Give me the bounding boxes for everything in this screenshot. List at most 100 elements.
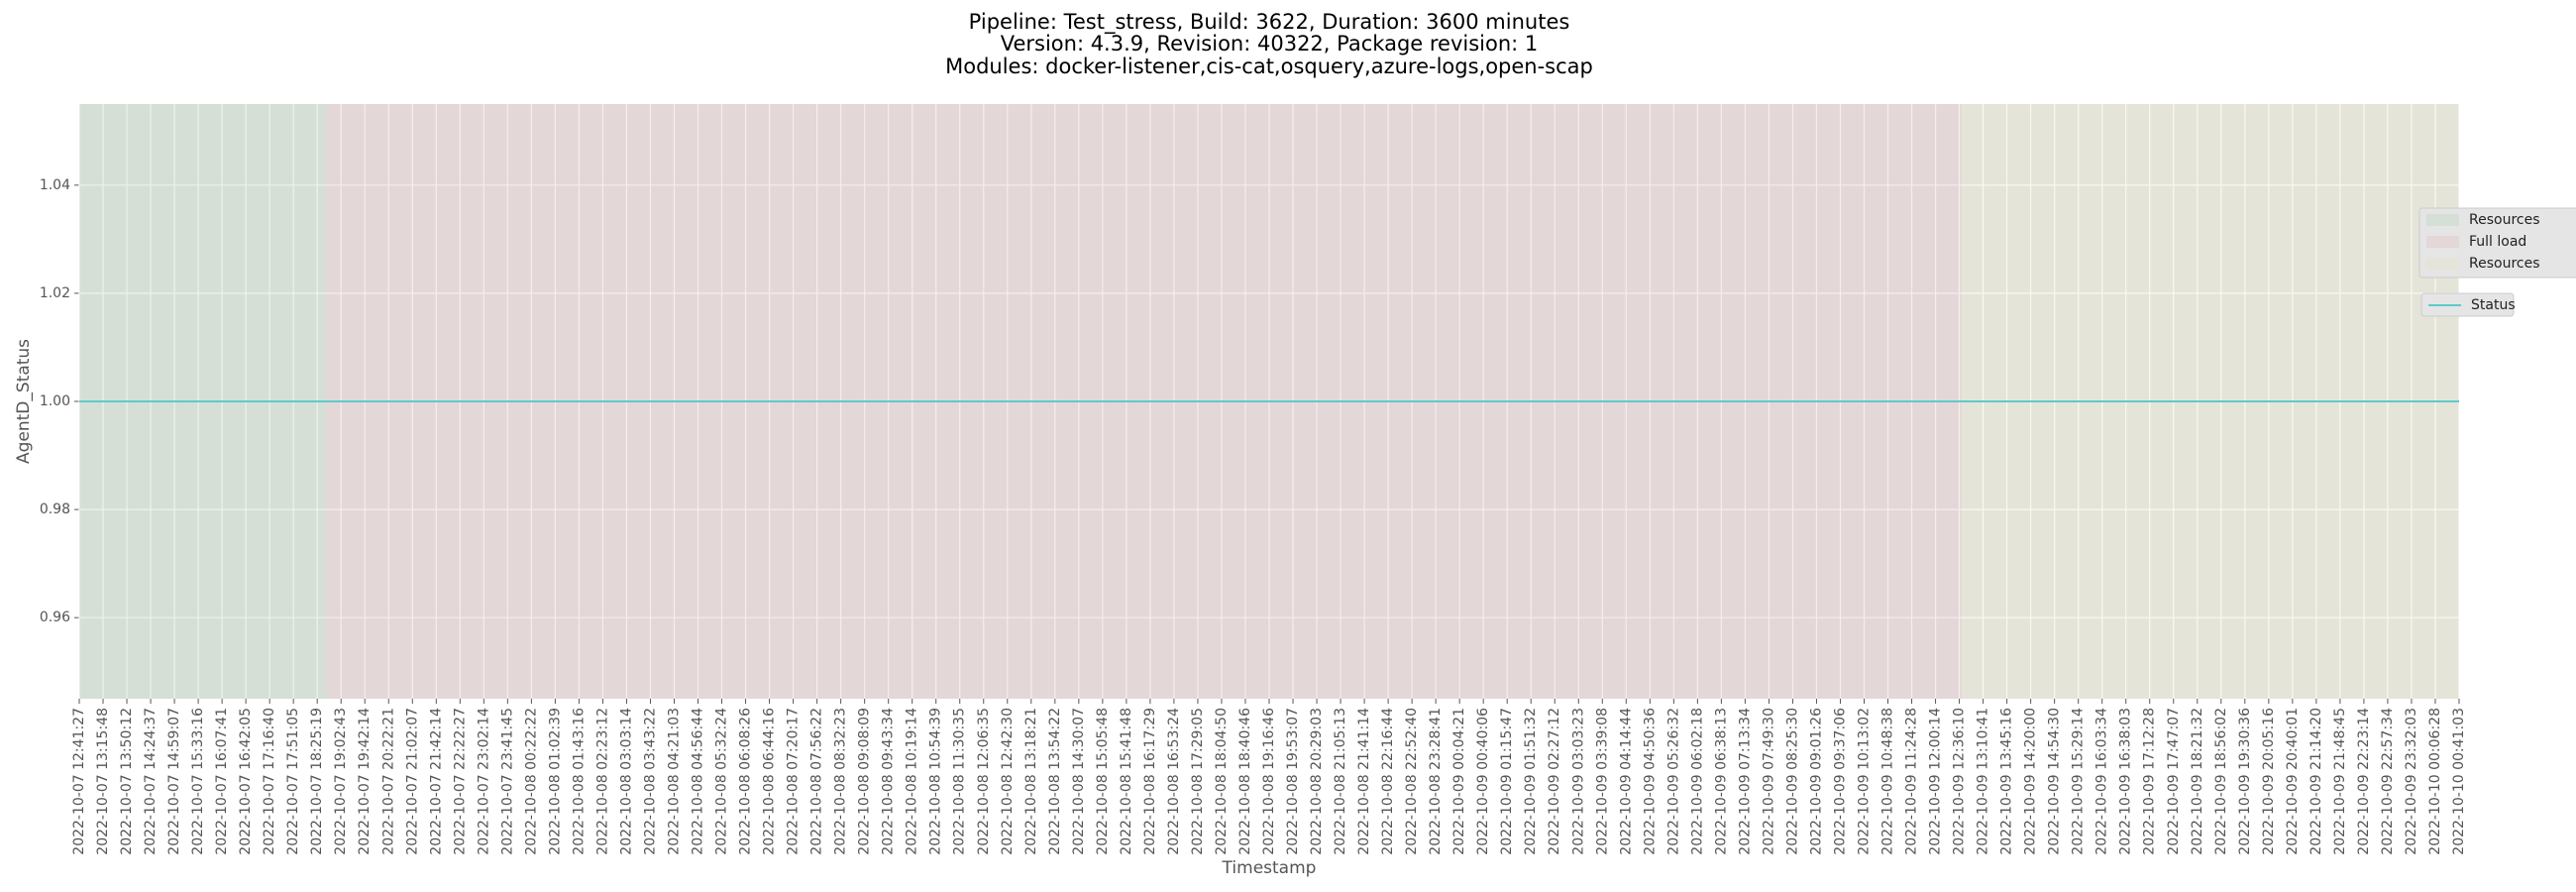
x-tick-label: 2022-10-09 16:03:34 xyxy=(2094,708,2110,855)
x-tick-label: 2022-10-07 19:02:43 xyxy=(333,708,349,855)
x-tick-label: 2022-10-09 03:39:08 xyxy=(1594,708,1610,855)
x-tick-label: 2022-10-09 22:57:34 xyxy=(2380,708,2396,855)
x-tick-label: 2022-10-09 19:30:36 xyxy=(2237,708,2253,855)
x-tick-label: 2022-10-09 01:51:32 xyxy=(1523,708,1539,855)
x-tick-label: 2022-10-07 13:50:12 xyxy=(119,708,135,855)
y-tick-label: 1.04 xyxy=(40,177,70,193)
y-tick-label: 1.02 xyxy=(40,285,70,301)
x-tick-label: 2022-10-08 21:41:14 xyxy=(1356,708,1372,855)
x-tick-label: 2022-10-09 22:23:14 xyxy=(2356,708,2372,855)
x-tick-label: 2022-10-08 18:04:50 xyxy=(1214,708,1230,855)
x-tick-label: 2022-10-09 14:20:00 xyxy=(2023,708,2039,855)
x-tick-label: 2022-10-08 09:08:09 xyxy=(857,708,873,855)
x-tick-label: 2022-10-09 13:10:41 xyxy=(1976,708,1991,855)
x-tick-label: 2022-10-08 23:28:41 xyxy=(1428,708,1444,855)
chart-title: Version: 4.3.9, Revision: 40322, Package… xyxy=(1001,32,1539,56)
x-tick-label: 2022-10-08 19:53:07 xyxy=(1285,708,1301,855)
x-tick-label: 2022-10-10 00:06:28 xyxy=(2427,708,2443,855)
x-tick-label: 2022-10-08 06:08:26 xyxy=(738,708,754,855)
x-tick-label: 2022-10-09 03:03:23 xyxy=(1570,708,1586,855)
x-tick-label: 2022-10-09 02:27:12 xyxy=(1547,708,1562,855)
x-tick-label: 2022-10-08 00:22:22 xyxy=(523,708,539,855)
x-tick-label: 2022-10-09 20:05:16 xyxy=(2261,708,2277,855)
x-tick-label: 2022-10-08 09:43:34 xyxy=(881,708,897,855)
x-tick-label: 2022-10-09 13:45:16 xyxy=(1999,708,2015,855)
x-tick-label: 2022-10-08 03:03:14 xyxy=(618,708,634,855)
x-tick-label: 2022-10-07 16:07:41 xyxy=(214,708,230,855)
x-tick-label: 2022-10-08 12:42:30 xyxy=(1000,708,1016,855)
x-tick-label: 2022-10-08 13:54:22 xyxy=(1047,708,1063,855)
y-tick-label: 0.98 xyxy=(40,502,70,517)
chart-title: Modules: docker-listener,cis-cat,osquery… xyxy=(945,55,1593,78)
x-tick-label: 2022-10-09 18:21:32 xyxy=(2190,708,2205,855)
x-tick-label: 2022-10-08 11:30:35 xyxy=(952,708,968,855)
x-tick-label: 2022-10-10 00:41:03 xyxy=(2451,708,2467,855)
x-tick-label: 2022-10-09 18:56:02 xyxy=(2213,708,2229,855)
x-tick-label: 2022-10-08 02:23:12 xyxy=(594,708,610,855)
x-tick-label: 2022-10-07 14:24:37 xyxy=(143,708,159,855)
x-tick-label: 2022-10-07 13:15:48 xyxy=(95,708,111,855)
x-tick-label: 2022-10-09 00:04:21 xyxy=(1451,708,1467,855)
x-tick-label: 2022-10-08 18:40:46 xyxy=(1237,708,1253,855)
x-tick-label: 2022-10-09 06:02:18 xyxy=(1689,708,1705,855)
x-tick-label: 2022-10-08 10:54:39 xyxy=(928,708,944,855)
x-tick-label: 2022-10-07 15:33:16 xyxy=(190,708,206,855)
x-tick-label: 2022-10-09 12:36:10 xyxy=(1952,708,1968,855)
x-tick-label: 2022-10-08 13:18:21 xyxy=(1023,708,1039,855)
x-tick-label: 2022-10-09 07:13:34 xyxy=(1737,708,1753,855)
x-tick-label: 2022-10-09 10:48:38 xyxy=(1880,708,1896,855)
x-tick-label: 2022-10-09 16:38:03 xyxy=(2118,708,2134,855)
x-tick-label: 2022-10-08 14:30:07 xyxy=(1071,708,1087,855)
x-tick-label: 2022-10-08 20:29:03 xyxy=(1309,708,1325,855)
x-tick-label: 2022-10-09 14:54:30 xyxy=(2047,708,2063,855)
x-tick-label: 2022-10-07 19:42:14 xyxy=(357,708,373,855)
x-tick-label: 2022-10-09 00:40:06 xyxy=(1475,708,1491,855)
legend-swatch xyxy=(2426,258,2459,270)
x-tick-label: 2022-10-09 04:14:44 xyxy=(1618,708,1634,855)
y-axis-label: AgentD_Status xyxy=(14,339,34,464)
x-tick-label: 2022-10-07 22:22:27 xyxy=(452,708,468,855)
x-tick-label: 2022-10-08 06:44:16 xyxy=(762,708,778,855)
x-tick-label: 2022-10-07 14:59:07 xyxy=(166,708,182,855)
x-tick-label: 2022-10-09 15:29:14 xyxy=(2071,708,2087,855)
x-tick-label: 2022-10-07 17:51:05 xyxy=(285,708,301,855)
x-tick-label: 2022-10-09 08:25:30 xyxy=(1784,708,1800,855)
x-tick-label: 2022-10-09 05:26:32 xyxy=(1665,708,1681,855)
x-tick-label: 2022-10-08 15:41:48 xyxy=(1119,708,1134,855)
x-tick-label: 2022-10-08 08:32:23 xyxy=(833,708,849,855)
x-tick-label: 2022-10-09 06:38:13 xyxy=(1713,708,1729,855)
legend-label: Resources xyxy=(2469,212,2540,228)
x-tick-label: 2022-10-09 09:01:26 xyxy=(1808,708,1824,855)
x-tick-label: 2022-10-08 12:06:35 xyxy=(976,708,992,855)
x-tick-label: 2022-10-08 16:53:24 xyxy=(1166,708,1182,855)
x-tick-label: 2022-10-07 16:42:05 xyxy=(238,708,254,855)
x-tick-label: 2022-10-08 07:56:22 xyxy=(809,708,825,855)
x-tick-label: 2022-10-08 05:32:24 xyxy=(714,708,730,855)
x-tick-label: 2022-10-08 03:43:22 xyxy=(642,708,658,855)
x-tick-label: 2022-10-08 22:16:44 xyxy=(1380,708,1396,855)
legend-label: Resources xyxy=(2469,256,2540,272)
x-tick-label: 2022-10-09 17:12:28 xyxy=(2142,708,2158,855)
legend-label: Full load xyxy=(2469,234,2526,250)
legend-swatch xyxy=(2426,236,2459,248)
x-tick-label: 2022-10-07 23:02:14 xyxy=(476,708,491,855)
x-tick-label: 2022-10-08 04:56:44 xyxy=(691,708,706,855)
x-tick-label: 2022-10-07 18:25:19 xyxy=(309,708,325,855)
x-tick-label: 2022-10-09 04:50:36 xyxy=(1642,708,1658,855)
y-tick-label: 0.96 xyxy=(40,610,70,625)
x-tick-label: 2022-10-09 21:48:45 xyxy=(2332,708,2348,855)
x-tick-label: 2022-10-08 21:05:13 xyxy=(1333,708,1348,855)
x-tick-label: 2022-10-09 07:49:30 xyxy=(1761,708,1776,855)
legend-label: Status xyxy=(2471,297,2516,313)
x-tick-label: 2022-10-09 11:24:28 xyxy=(1904,708,1920,855)
x-tick-label: 2022-10-08 10:19:14 xyxy=(905,708,920,855)
x-tick-label: 2022-10-07 12:41:27 xyxy=(71,708,87,855)
x-tick-label: 2022-10-08 17:29:05 xyxy=(1190,708,1206,855)
x-tick-label: 2022-10-09 21:14:20 xyxy=(2308,708,2324,855)
x-tick-label: 2022-10-08 01:43:16 xyxy=(571,708,587,855)
x-axis-label: Timestamp xyxy=(1222,858,1317,878)
x-tick-label: 2022-10-08 04:21:03 xyxy=(667,708,683,855)
x-tick-label: 2022-10-08 16:17:29 xyxy=(1142,708,1158,855)
x-tick-label: 2022-10-09 09:37:06 xyxy=(1832,708,1848,855)
